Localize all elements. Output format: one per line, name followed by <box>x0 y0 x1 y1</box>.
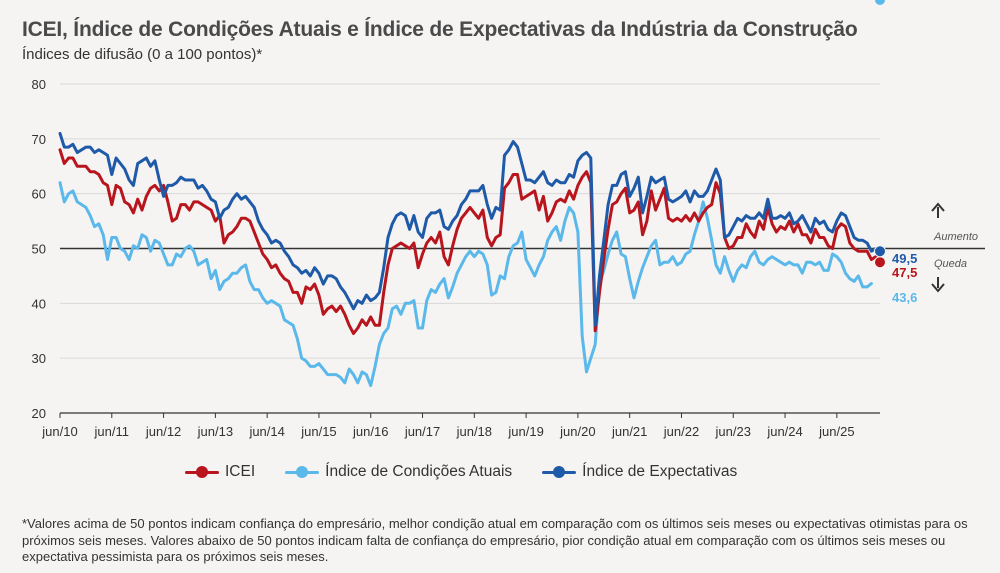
x-tick-label: jun/23 <box>715 424 751 439</box>
x-tick-label: jun/12 <box>145 424 181 439</box>
x-tick-label: jun/11 <box>94 424 129 439</box>
x-tick-label: jun/16 <box>352 424 388 439</box>
series-line-0 <box>58 148 882 335</box>
x-tick-label: jun/24 <box>766 424 802 439</box>
end-point-marker <box>874 0 886 6</box>
down-annotation: Queda <box>934 258 967 270</box>
y-tick-label: 80 <box>32 77 46 92</box>
down-arrow-icon <box>931 277 945 293</box>
chart-subtitle: Índices de difusão (0 a 100 pontos)* <box>22 46 263 63</box>
x-tick-label: jun/10 <box>41 424 77 439</box>
legend-item-icei: ICEI <box>185 463 255 481</box>
legend-item-condicoes: Índice de Condições Atuais <box>285 463 512 481</box>
x-tick-label: jun/17 <box>404 424 440 439</box>
y-tick-label: 20 <box>32 406 46 421</box>
x-tick-label: jun/20 <box>559 424 595 439</box>
legend-marker-icon <box>185 466 219 478</box>
labels-layer: 43,6 47,549,5 <box>892 251 917 305</box>
y-tick-label: 40 <box>32 296 46 311</box>
chart-title: ICEI, Índice de Condições Atuais e Índic… <box>22 18 858 41</box>
x-tick-label: jun/18 <box>456 424 492 439</box>
trend-annotations: Aumento Queda <box>931 202 978 293</box>
y-tick-label: 50 <box>32 242 46 257</box>
legend-marker-icon <box>285 466 320 478</box>
x-tick-label: jun/14 <box>248 424 284 439</box>
legend-label: Índice de Expectativas <box>582 463 738 480</box>
end-value-label: 43,6 <box>892 290 917 305</box>
x-tick-label: jun/19 <box>507 424 543 439</box>
series-layer <box>58 0 886 388</box>
up-annotation: Aumento <box>933 231 978 243</box>
legend-marker-icon <box>542 466 577 478</box>
series-line-1 <box>58 181 873 388</box>
end-point-marker <box>874 245 886 258</box>
end-value-label: 49,5 <box>892 251 917 266</box>
legend-label: Índice de Condições Atuais <box>325 463 513 480</box>
axes: 80 70 60 50 40 30 20 jun/10 jun/11 jun/12 jun/13 ju… <box>32 77 985 439</box>
x-tick-label: jun/22 <box>663 424 699 439</box>
x-tick-label: jun/21 <box>611 424 647 439</box>
y-tick-label: 30 <box>32 351 46 366</box>
x-tick-label: jun/13 <box>197 424 233 439</box>
up-arrow-icon <box>931 202 945 218</box>
line-chart: 80 70 60 50 40 30 20 jun/10 jun/11 jun/12 jun/13 ju… <box>32 0 985 439</box>
series-line-2 <box>58 131 882 327</box>
y-tick-label: 60 <box>32 187 46 202</box>
legend-label: ICEI <box>225 463 256 480</box>
x-tick-label: jun/15 <box>300 424 336 439</box>
x-tick-label: jun/25 <box>818 424 854 439</box>
legend: ICEI Índice de Condições Atuais Índice d… <box>185 463 767 481</box>
end-value-label: 47,5 <box>892 265 917 280</box>
footnote: *Valores acima de 50 pontos indicam conf… <box>22 516 968 564</box>
end-point-marker <box>874 256 886 269</box>
gridlines <box>60 83 880 359</box>
y-tick-label: 70 <box>32 132 46 147</box>
legend-item-expectativas: Índice de Expectativas <box>542 463 737 481</box>
